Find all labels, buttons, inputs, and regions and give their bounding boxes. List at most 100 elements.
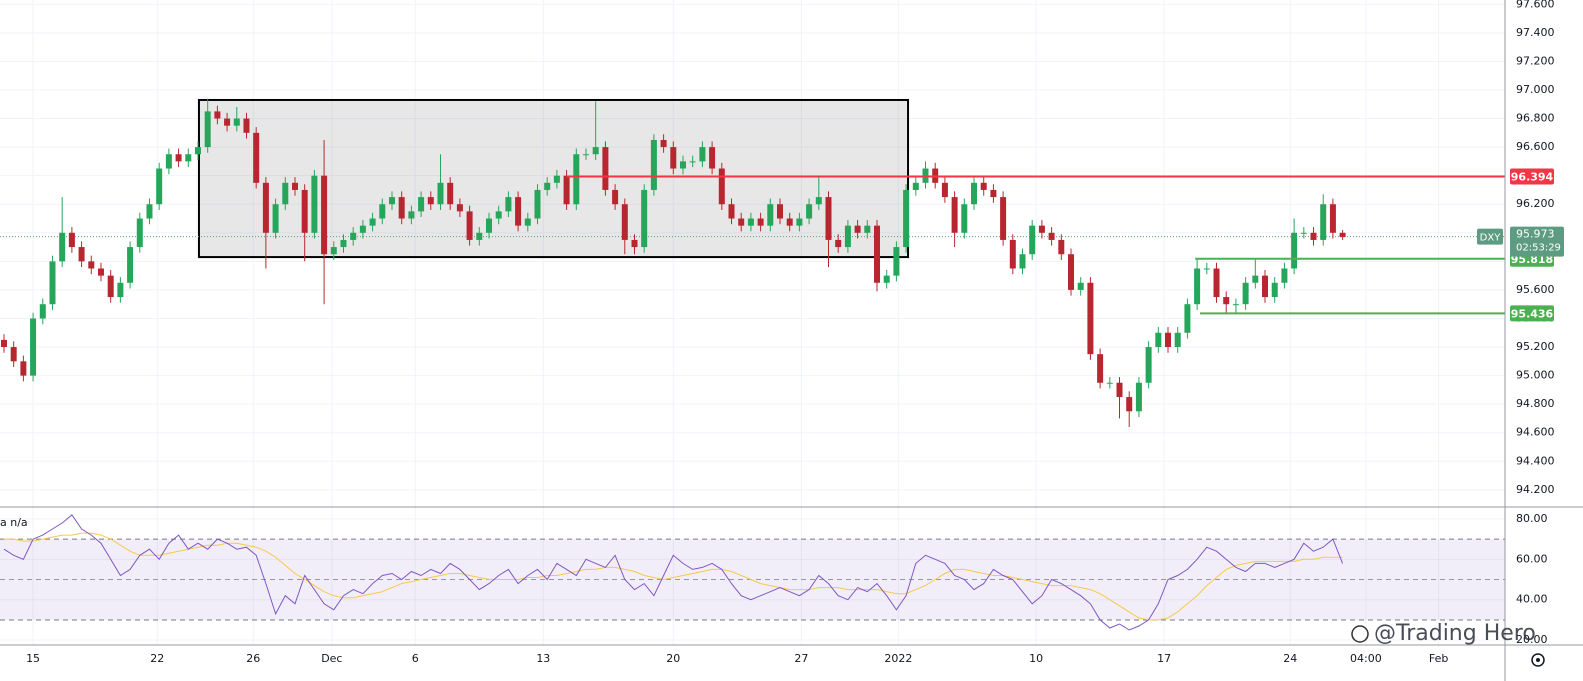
candle-body: [466, 211, 473, 240]
candle-body: [117, 282, 124, 298]
candle-body: [757, 218, 764, 226]
candle-body: [1213, 268, 1220, 298]
candle-body: [660, 139, 667, 148]
candle-body: [1087, 282, 1094, 355]
x-tick-label: Dec: [321, 652, 342, 665]
candle-body: [709, 147, 716, 169]
candle-body: [194, 147, 201, 155]
candle-body: [854, 225, 861, 233]
candle-body: [1242, 282, 1249, 305]
y-tick-label: 94.600: [1516, 426, 1555, 439]
candle-body: [1077, 282, 1084, 290]
candle-body: [1155, 332, 1162, 348]
candle-body: [1058, 239, 1065, 255]
candle-body: [1106, 382, 1113, 384]
candle-body: [253, 132, 260, 183]
candle-body: [670, 147, 677, 169]
watermark-icon: [1351, 625, 1369, 643]
candle-body: [418, 197, 425, 212]
candle-body: [447, 182, 454, 205]
y-tick-label: 97.000: [1516, 83, 1555, 96]
level-label: 96.394: [1511, 171, 1554, 184]
candle-body: [971, 182, 978, 205]
candle-body: [476, 232, 483, 240]
candle-body: [1291, 232, 1298, 269]
y-tick-label: 94.800: [1516, 397, 1555, 410]
x-tick-label: Feb: [1429, 652, 1448, 665]
y-tick-label: 60.00: [1516, 552, 1548, 565]
candle-body: [1097, 354, 1104, 383]
candle-body: [321, 175, 328, 255]
candle-body: [107, 275, 114, 298]
candle-body: [437, 182, 444, 205]
candle-body: [563, 175, 570, 205]
candle-body: [961, 204, 968, 233]
candle-body: [388, 197, 395, 205]
candle-body: [524, 218, 531, 226]
y-tick-label: 96.600: [1516, 140, 1555, 153]
candle-body: [1019, 254, 1026, 269]
y-tick-label: 97.600: [1516, 0, 1555, 10]
candle-body: [301, 189, 308, 233]
candle-body: [641, 189, 648, 248]
candle-body: [951, 197, 958, 233]
watermark: @Trading Hero: [1374, 621, 1536, 646]
candle-body: [146, 204, 153, 219]
candle-body: [1009, 239, 1016, 269]
candle-body: [1320, 204, 1327, 240]
candle-body: [243, 118, 250, 133]
candle-body: [495, 211, 502, 219]
candle-body: [369, 218, 376, 226]
candle-body: [30, 318, 37, 376]
y-tick-label: 80.00: [1516, 512, 1548, 525]
candle-body: [767, 204, 774, 226]
candle-body: [359, 225, 366, 233]
candle-body: [10, 347, 17, 362]
candle-body: [980, 182, 987, 190]
candle-body: [689, 161, 696, 163]
candle-body: [68, 232, 75, 248]
candle-body: [505, 197, 512, 212]
candle-body: [427, 197, 434, 205]
rsi-line: [3, 514, 1344, 631]
candle-body: [262, 182, 269, 233]
candle-body: [835, 239, 842, 248]
x-tick-label: 17: [1157, 652, 1171, 665]
x-tick-label: 04:00: [1350, 652, 1382, 665]
candle-body: [1262, 275, 1269, 298]
y-tick-label: 95.200: [1516, 340, 1555, 353]
candle-body: [291, 182, 298, 190]
candle-body: [1194, 268, 1201, 305]
candle-body: [893, 247, 900, 276]
candle-body: [747, 218, 754, 226]
candle-body: [398, 197, 405, 219]
candle-body: [165, 154, 172, 169]
y-tick-label: 96.200: [1516, 197, 1555, 210]
candle-body: [786, 218, 793, 226]
candle-body: [1339, 232, 1346, 238]
candle-body: [553, 175, 560, 183]
candle-body: [1223, 297, 1230, 305]
y-tick-label: 20.00: [1516, 633, 1548, 646]
candle-body: [806, 204, 813, 219]
settings-icon-center: [1536, 658, 1540, 662]
candle-body: [738, 218, 745, 226]
candle-body: [1068, 254, 1075, 290]
y-tick-label: 95.600: [1516, 283, 1555, 296]
last-price-box: [1510, 226, 1564, 257]
candle-body: [941, 182, 948, 198]
last-price: 95.973: [1516, 228, 1555, 241]
candle-body: [97, 268, 104, 276]
candle-body: [127, 247, 134, 283]
candle-body: [1165, 332, 1172, 348]
candle-body: [233, 118, 240, 126]
range-box: [197, 98, 910, 259]
candle-body: [602, 147, 609, 190]
candle-body: [777, 204, 784, 219]
candle-body: [49, 261, 56, 305]
candle-body: [20, 361, 27, 376]
candle-body: [825, 197, 832, 240]
candle-body: [515, 197, 522, 226]
